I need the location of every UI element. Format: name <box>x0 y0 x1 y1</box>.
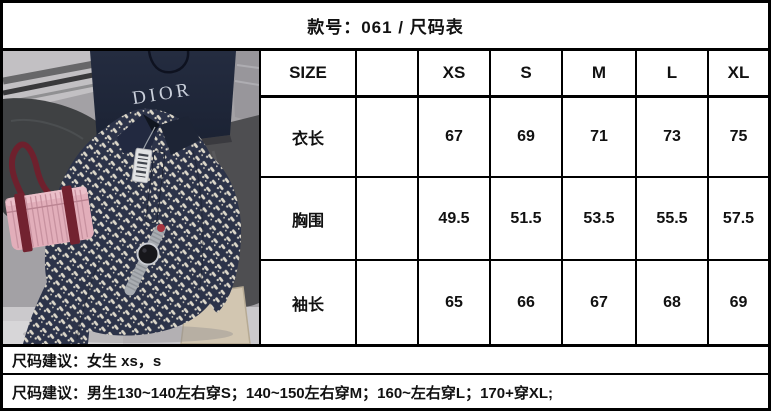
col-header-l: L <box>635 51 707 98</box>
product-photo: DIOR <box>3 51 261 344</box>
product-photo-illustration: DIOR <box>3 51 259 344</box>
length-xl: 75 <box>707 98 768 178</box>
col-header-s: S <box>489 51 561 98</box>
size-note-women-text: 尺码建议：女生 xs，s <box>12 352 162 370</box>
col-header-xl: XL <box>707 51 768 98</box>
length-l: 73 <box>635 98 707 178</box>
sleeve-l: 68 <box>635 261 707 344</box>
col-header-size: SIZE <box>261 51 355 98</box>
pink-clutch-bag <box>5 141 94 253</box>
oblique-shirt <box>23 108 242 344</box>
col-header-blank <box>355 51 417 98</box>
measure-label-length: 衣长 <box>261 98 355 178</box>
sleeve-xl: 69 <box>707 261 768 344</box>
blank-cell <box>355 98 417 178</box>
sleeve-xs: 65 <box>417 261 489 344</box>
bag-strap <box>8 141 56 202</box>
chest-s: 51.5 <box>489 178 561 261</box>
measure-label-chest: 胸围 <box>261 178 355 261</box>
main-section: DIOR <box>3 51 768 344</box>
size-table: SIZE XS S M L XL 衣长 67 69 71 73 75 胸围 49… <box>261 51 768 344</box>
hang-tag <box>131 126 156 184</box>
sleeve-s: 66 <box>489 261 561 344</box>
size-note-men: 尺码建议：男生130~140左右穿S；140~150左右穿M；160~左右穿L；… <box>3 373 768 409</box>
chest-l: 55.5 <box>635 178 707 261</box>
chest-xl: 57.5 <box>707 178 768 261</box>
blank-cell <box>355 261 417 344</box>
page-title: 款号：061 / 尺码表 <box>307 18 464 37</box>
title-bar: 款号：061 / 尺码表 <box>3 3 768 51</box>
size-note-women: 尺码建议：女生 xs，s <box>3 344 768 373</box>
col-header-m: M <box>561 51 635 98</box>
bag-handle <box>147 51 190 74</box>
measure-label-sleeve: 袖长 <box>291 296 324 314</box>
length-m: 71 <box>561 98 635 178</box>
watch-dial <box>136 242 160 266</box>
length-xs: 67 <box>417 98 489 178</box>
blank-cell <box>355 178 417 261</box>
size-note-men-text: 尺码建议：男生130~140左右穿S；140~150左右穿M；160~左右穿L；… <box>12 384 554 402</box>
col-header-xs: XS <box>417 51 489 98</box>
sleeve-m: 67 <box>561 261 635 344</box>
length-s: 69 <box>489 98 561 178</box>
watch <box>124 224 166 296</box>
chest-m: 53.5 <box>561 178 635 261</box>
chest-xs: 49.5 <box>417 178 489 261</box>
